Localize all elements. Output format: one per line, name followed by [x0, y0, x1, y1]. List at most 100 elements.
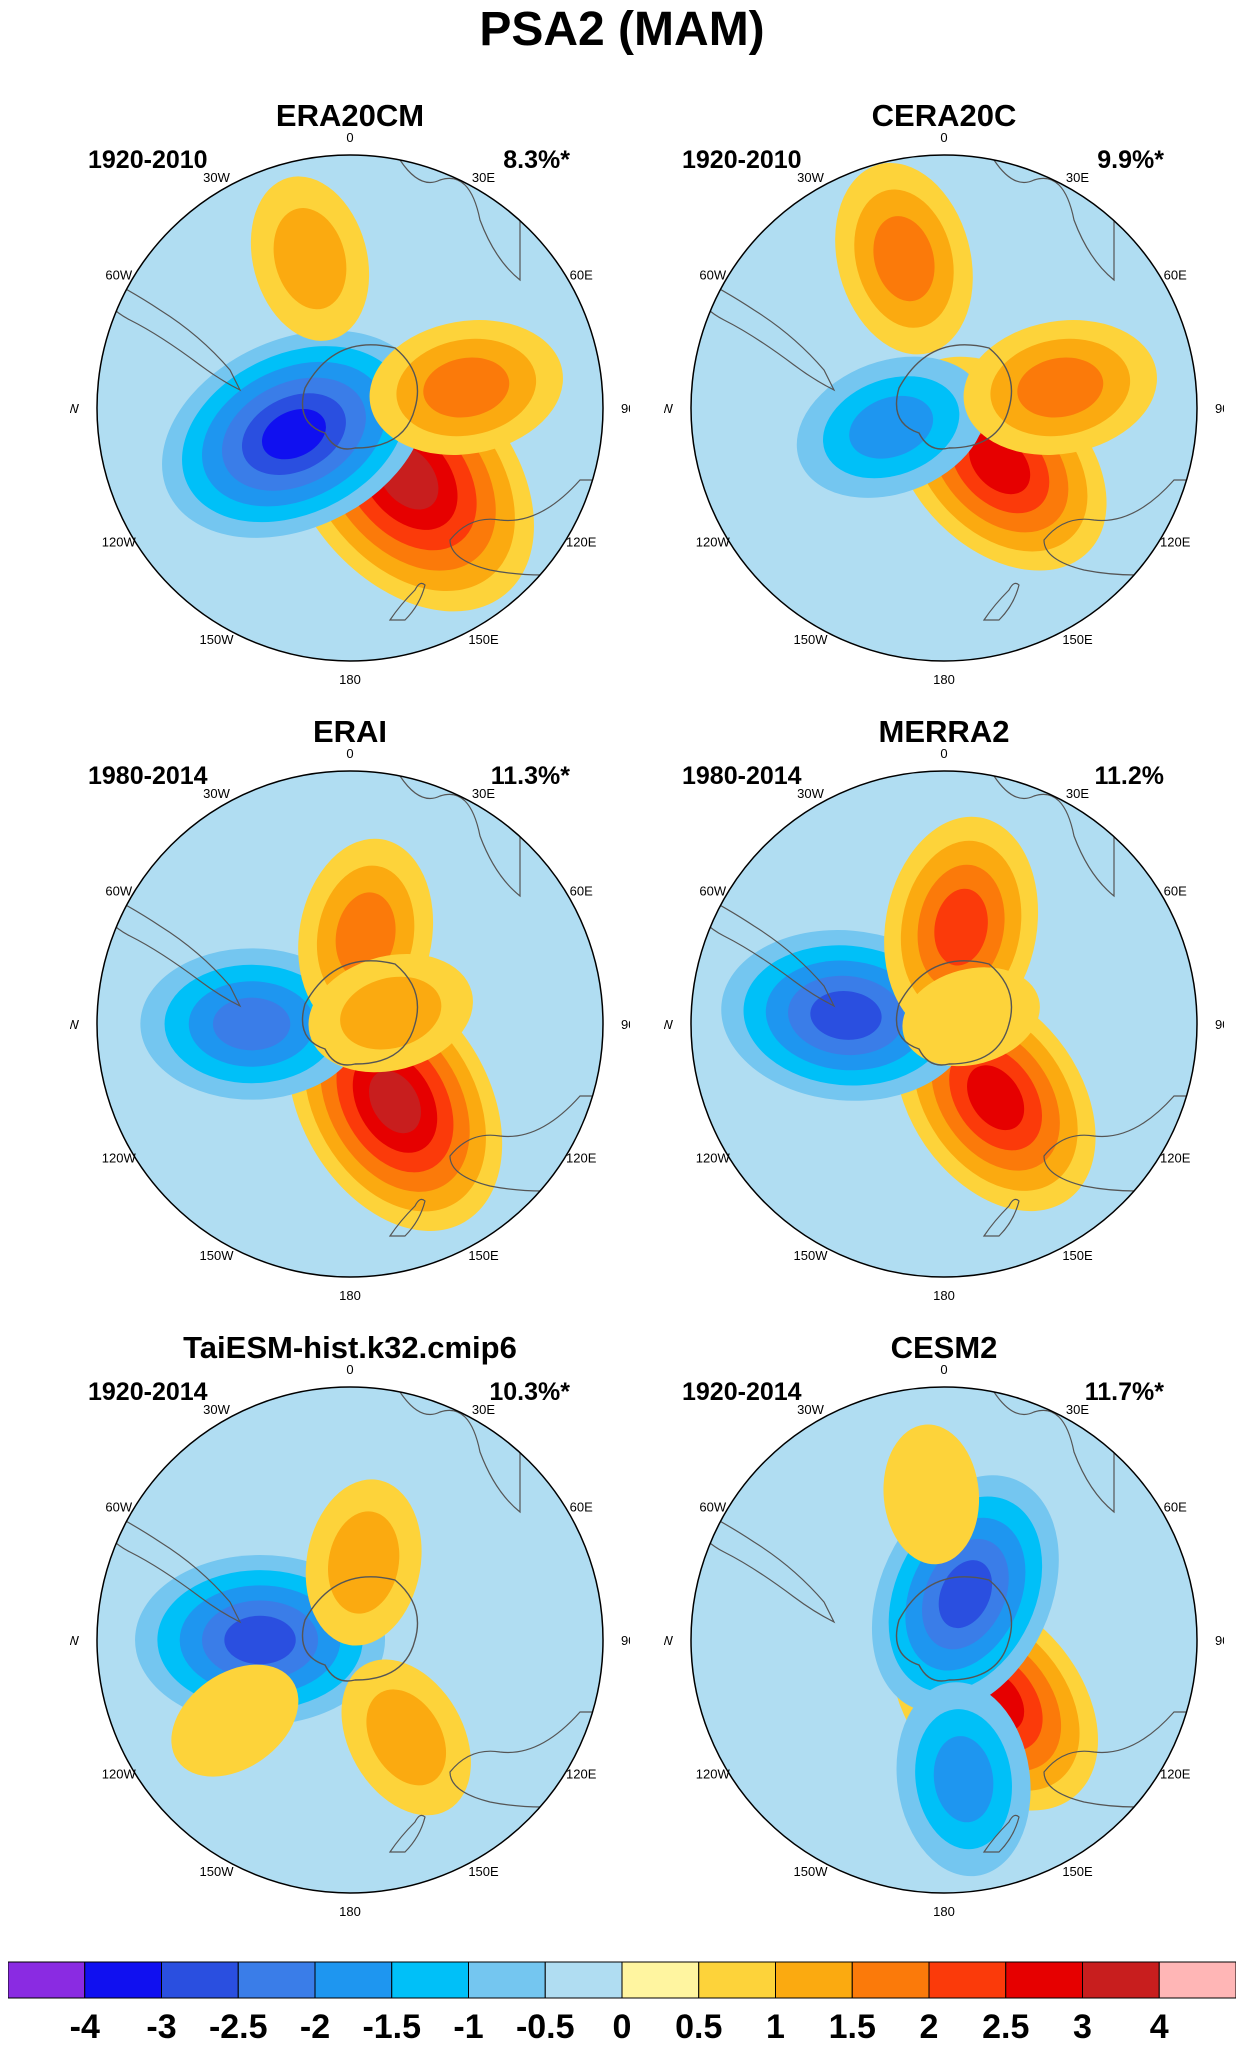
longitude-label: 30W	[797, 1402, 824, 1417]
longitude-label: 90E	[1215, 401, 1224, 416]
contour-anomaly	[328, 1511, 400, 1614]
africa-coastline	[993, 1387, 1115, 1514]
longitude-label: 60W	[105, 884, 132, 899]
map-panel: 0 30E 60E 90E 120E 150E 180 150W 120W 90W 60W 30W Ta…	[70, 1330, 630, 1919]
panel-period: 1980-2014	[682, 762, 802, 790]
colorbar-swatch	[775, 1961, 853, 1999]
longitude-label: 60E	[570, 268, 593, 283]
longitude-label: 60E	[570, 1500, 593, 1515]
colorbar-label: 1	[766, 2008, 785, 2046]
longitude-label: 150W	[794, 1248, 829, 1263]
longitude-label: 90E	[621, 1017, 630, 1032]
colorbar-label: 0	[612, 2008, 632, 2046]
longitude-label: 60W	[699, 1500, 726, 1515]
polar-map: 0 30E 60E 90E 120E 150E 180 150W 120W 90W 60W 30W	[70, 130, 630, 687]
colorbar-swatch	[851, 1961, 930, 1999]
panel-title: ERA20CM	[275, 98, 425, 133]
polar-map: 0 30E 60E 90E 120E 150E 180 150W 120W 90W 60W 30W	[70, 746, 630, 1303]
map-border	[690, 770, 1198, 1278]
africa-coastline	[399, 1387, 521, 1514]
longitude-label: 180	[339, 672, 361, 687]
contour-anomaly	[883, 1424, 980, 1565]
antarctica-coastline	[301, 1576, 419, 1682]
longitude-label: 90W	[664, 1633, 674, 1648]
longitude-label: 60E	[1164, 1500, 1187, 1515]
longitude-label: 120E	[1160, 1151, 1191, 1166]
longitude-label: 150E	[468, 632, 499, 647]
longitude-label: 120E	[566, 535, 597, 550]
panel-variance: 11.2%	[1094, 762, 1164, 790]
africa-coastline	[993, 155, 1115, 282]
south-america-coastline	[691, 1500, 836, 1624]
colorbar-label: 1.5	[828, 2008, 876, 2046]
new-zealand-coastline	[388, 582, 426, 621]
longitude-label: 0	[940, 746, 947, 761]
panel-variance: 8.3%*	[503, 146, 570, 174]
contour-anomaly	[873, 216, 935, 302]
colorbar-label: -2.5	[208, 2008, 268, 2046]
polar-map: 0 30E 60E 90E 120E 150E 180 150W 120W 90W 60W 30W	[664, 1362, 1224, 1919]
longitude-label: 90E	[1215, 1633, 1224, 1648]
longitude-label: 180	[933, 1288, 955, 1303]
contour-anomaly	[273, 208, 347, 310]
new-zealand-coastline	[388, 1198, 426, 1237]
africa-coastline	[399, 155, 521, 282]
longitude-label: 120E	[1160, 1767, 1191, 1782]
longitude-label: 0	[346, 746, 353, 761]
contour-anomaly	[423, 357, 510, 418]
colorbar-swatch	[1158, 1961, 1236, 1999]
longitude-label: 180	[339, 1904, 361, 1919]
longitude-label: 150E	[1062, 1248, 1093, 1263]
longitude-label: 60E	[1164, 268, 1187, 283]
panel-variance: 10.3%*	[489, 1378, 570, 1406]
map-border	[96, 1386, 604, 1894]
antarctica-coastline	[895, 960, 1013, 1066]
longitude-label: 90W	[70, 1017, 80, 1032]
panel-period: 1920-2010	[682, 146, 802, 174]
panel-title: TaiESM-hist.k32.cmip6	[183, 1330, 517, 1365]
polar-map: 0 30E 60E 90E 120E 150E 180 150W 120W 90W 60W 30W	[664, 746, 1224, 1303]
antarctica-coastline	[895, 344, 1013, 450]
antarctica-coastline	[301, 960, 419, 1066]
colorbar-label: 2	[919, 2008, 939, 2046]
longitude-label: 90E	[621, 401, 630, 416]
contour-anomaly	[849, 395, 934, 459]
new-zealand-coastline	[982, 1198, 1020, 1237]
longitude-label: 0	[940, 130, 947, 145]
new-zealand-coastline	[388, 1814, 426, 1853]
colorbar-label: -1.5	[362, 2008, 422, 2046]
contour-anomaly	[261, 409, 326, 460]
colorbar-swatch	[391, 1961, 469, 1999]
map-border	[96, 770, 604, 1278]
longitude-label: 120E	[566, 1767, 597, 1782]
map-border	[96, 154, 604, 662]
south-america-coastline	[97, 884, 242, 1008]
contour-anomaly	[368, 1070, 421, 1134]
contour-anomaly	[933, 1736, 994, 1823]
colorbar-swatch	[237, 1961, 316, 1999]
new-zealand-coastline	[982, 1814, 1020, 1853]
longitude-label: 60W	[699, 884, 726, 899]
new-zealand-coastline	[982, 582, 1020, 621]
map-border	[690, 1386, 1198, 1894]
longitude-label: 60W	[105, 1500, 132, 1515]
longitude-label: 120W	[696, 1151, 731, 1166]
contour-anomaly	[212, 997, 291, 1051]
africa-coastline	[993, 771, 1115, 898]
colorbar-swatch	[1005, 1961, 1083, 1999]
map-panel: 0 30E 60E 90E 120E 150E 180 150W 120W 90W 60W 30W CE…	[664, 98, 1224, 687]
polar-map: 0 30E 60E 90E 120E 150E 180 150W 120W 90W 60W 30W	[664, 130, 1224, 687]
map-panel: 0 30E 60E 90E 120E 150E 180 150W 120W 90W 60W 30W CE…	[664, 1330, 1224, 1919]
longitude-label: 90E	[1215, 1017, 1224, 1032]
map-panel: 0 30E 60E 90E 120E 150E 180 150W 120W 90W 60W 30W ER…	[70, 98, 630, 687]
contour-anomaly	[902, 967, 1040, 1067]
colorbar-label: -1	[453, 2008, 484, 2046]
contour-anomaly	[224, 1615, 296, 1665]
map-border	[690, 154, 1198, 662]
colorbar-swatch	[928, 1961, 1007, 1999]
longitude-label: 90W	[70, 1633, 80, 1648]
longitude-label: 60W	[699, 268, 726, 283]
longitude-label: 120W	[696, 535, 731, 550]
contour-anomaly	[934, 888, 988, 966]
colorbar-swatch	[8, 1961, 86, 1999]
